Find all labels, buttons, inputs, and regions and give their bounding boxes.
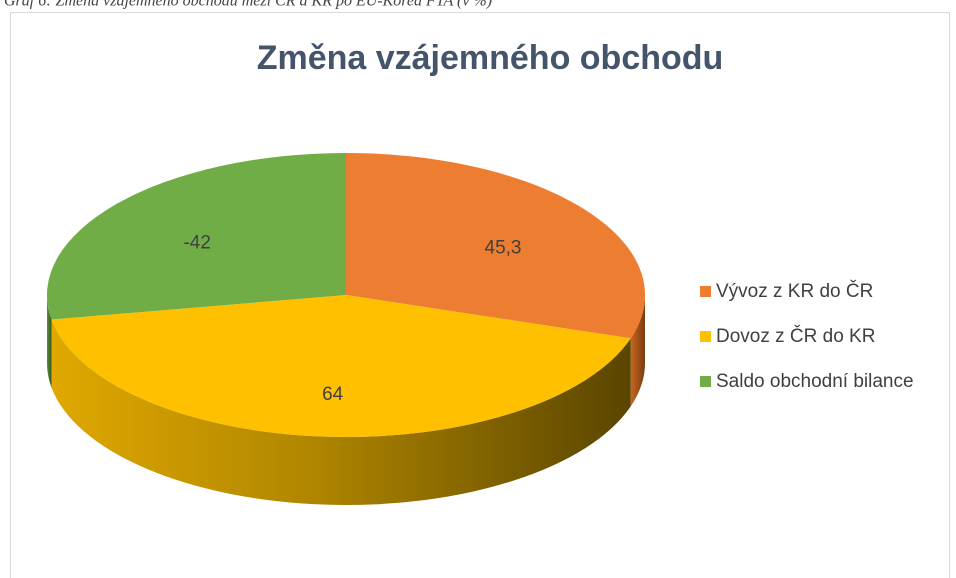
data-label: -42 [183,233,210,254]
legend-label: Saldo obchodní bilance [716,371,914,392]
chart-title: Změna vzájemného obchodu [257,39,724,77]
caption: Graf 6: Změna vzájemného obchodu mezi ČR… [4,0,492,10]
legend-label: Vývoz z KR do ČR [716,280,873,302]
data-label: 64 [322,384,344,405]
pie-slice [346,153,645,339]
legend-swatch [700,331,711,342]
data-label: 45,3 [485,238,522,259]
pie-slice [47,153,347,320]
legend-swatch [700,376,711,387]
pie-slice [51,295,631,437]
pie-side [630,295,645,407]
pie-side [51,319,631,505]
pie-side [47,295,52,388]
legend-swatch [700,286,711,297]
legend-label: Dovoz z ČR do KR [716,325,875,347]
